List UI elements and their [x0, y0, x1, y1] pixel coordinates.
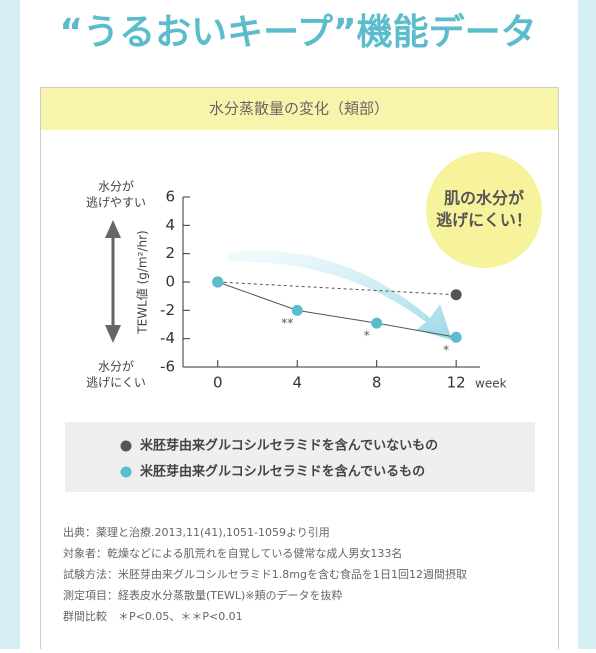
data-point: [450, 331, 462, 343]
y-bottom-label: 逃げにくい: [86, 376, 146, 390]
note: 群間比較 ＊P<0.05、＊＊P<0.01: [63, 609, 243, 623]
y-axis-label: TEWL値 (g/m²/hr): [135, 230, 150, 334]
y-top-label: 水分が: [98, 179, 134, 194]
callout: 肌の水分が: [444, 189, 524, 208]
x-tick-label: 8: [372, 374, 382, 392]
page-title: “うるおいキープ”機能データ: [59, 11, 536, 53]
callout: 逃げにくい！: [436, 211, 532, 230]
y-tick-label: 6: [165, 188, 175, 206]
x-tick-label: 4: [292, 374, 302, 392]
callout-circle: [426, 152, 542, 268]
legend: [65, 422, 535, 492]
legend-label: 米胚芽由来グルコシルセラミドを含んでいるもの: [140, 464, 425, 480]
note: 対象者：乾燥などによる肌荒れを自覚している健常な成人男女133名: [63, 546, 402, 560]
y-top-label: 逃げやすい: [86, 196, 146, 210]
series-line: [217, 281, 457, 296]
data-point: [291, 304, 303, 316]
data-point: [212, 276, 224, 288]
y-tick-label: 4: [165, 216, 175, 234]
significance: *: [443, 343, 449, 357]
series-line: [217, 281, 457, 338]
legend-dot: [120, 440, 132, 452]
legend-label: 米胚芽由来グルコシルセラミドを含んでいないもの: [140, 438, 438, 454]
x-unit: week: [475, 377, 507, 391]
y-tick-label: 2: [165, 244, 175, 262]
x-tick-label: 0: [213, 374, 223, 392]
x-tick-label: 12: [447, 374, 466, 392]
side-band: [578, 0, 596, 649]
panel-title: 水分蒸散量の変化（頬部）: [209, 100, 389, 118]
y-tick-label: -2: [160, 301, 175, 319]
y-tick-label: 0: [165, 273, 175, 291]
significance: *: [364, 329, 370, 343]
significance: **: [281, 316, 293, 330]
data-point: [450, 289, 462, 301]
side-band: [0, 0, 20, 649]
y-tick-label: -4: [160, 329, 175, 347]
note: 出典：薬理と治療.2013,11(41),1051-1059より引用: [63, 525, 330, 539]
y-tick-label: -6: [160, 358, 175, 376]
note: 測定項目：経表皮水分蒸散量(TEWL)※頬のデータを抜粋: [63, 588, 342, 602]
card-header: [41, 88, 558, 130]
data-point: [371, 317, 383, 329]
note: 試験方法：米胚芽由来グルコシルセラミド1.8mgを含む食品を1日1回12週間摂取: [63, 567, 467, 581]
legend-dot: [120, 466, 132, 478]
y-bottom-label: 水分が: [98, 359, 134, 374]
trend-arrow: [228, 250, 452, 340]
